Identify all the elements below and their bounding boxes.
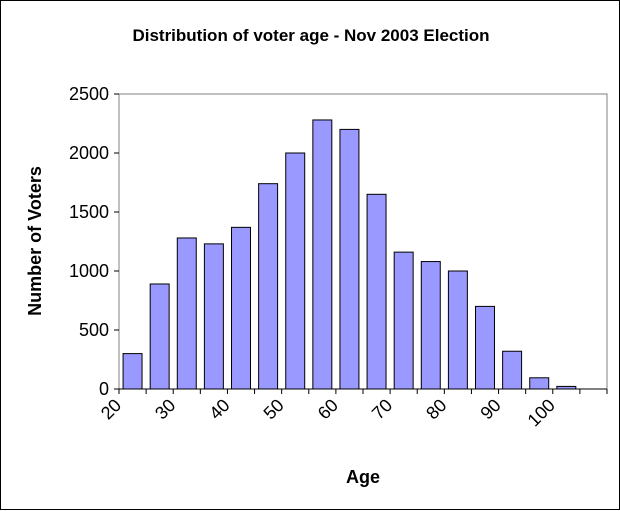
- bar: [176, 237, 197, 390]
- bar: [339, 128, 360, 390]
- bar: [231, 226, 251, 390]
- y-tick-label: 500: [79, 320, 109, 340]
- y-tick-label: 2500: [69, 84, 109, 104]
- bar: [312, 119, 333, 390]
- bar: [502, 350, 523, 390]
- y-axis: 0 500 1000 1500 2000 2500: [69, 84, 119, 399]
- y-tick-label: 0: [99, 379, 109, 399]
- x-tick-label: 30: [151, 395, 179, 423]
- plot-area: [118, 93, 608, 390]
- x-tick-label: 90: [476, 395, 504, 423]
- bar: [258, 183, 279, 390]
- bar: [447, 270, 468, 390]
- chart-title: Distribution of voter age - Nov 2003 Ele…: [132, 26, 489, 45]
- bar: [122, 353, 143, 390]
- y-tick-label: 1000: [69, 261, 109, 281]
- x-tick-label: 70: [368, 395, 396, 423]
- bar: [285, 152, 306, 390]
- bar: [149, 283, 170, 390]
- bar: [529, 377, 550, 390]
- x-axis-title: Age: [346, 467, 380, 487]
- x-tick-label: 40: [205, 395, 233, 423]
- y-tick-label: 1500: [69, 202, 109, 222]
- x-tick-label: 50: [260, 395, 288, 423]
- y-tick-label: 2000: [69, 143, 109, 163]
- bar: [203, 243, 224, 390]
- x-axis: 20 30 40 50 60 70 80 90 100: [97, 389, 608, 430]
- x-tick-label: 20: [97, 395, 125, 423]
- bar: [393, 251, 414, 390]
- x-tick-label: 60: [314, 395, 342, 423]
- x-tick-label: 100: [524, 395, 559, 430]
- bar: [420, 261, 441, 390]
- y-axis-title: Number of Voters: [25, 166, 45, 316]
- x-tick-label: 80: [422, 395, 450, 423]
- bar: [366, 193, 387, 390]
- bar-series: [122, 119, 577, 390]
- bar: [475, 305, 495, 390]
